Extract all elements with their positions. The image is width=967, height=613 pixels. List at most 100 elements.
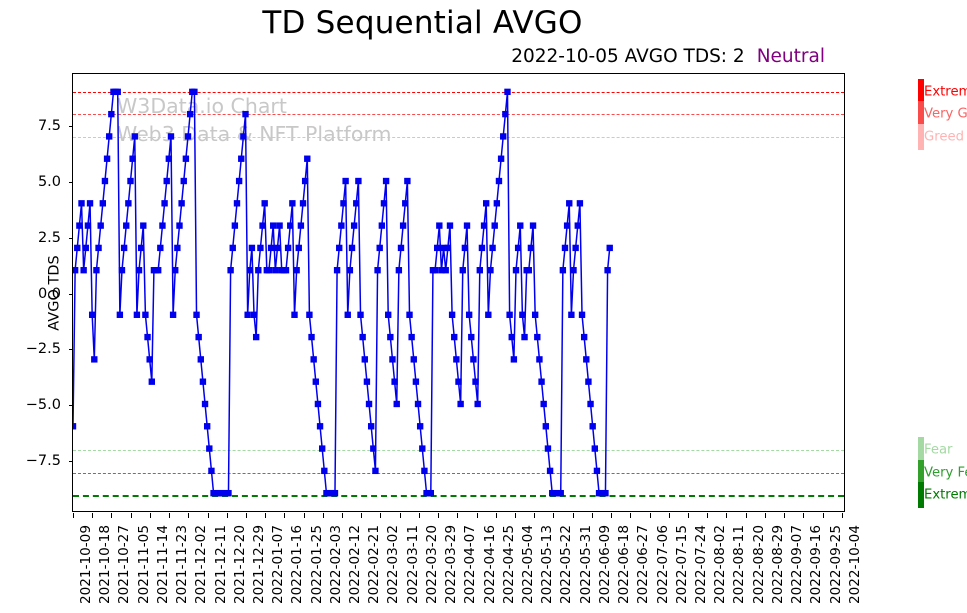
data-point (159, 222, 166, 229)
data-point (120, 244, 128, 252)
data-point (282, 267, 290, 274)
data-point (261, 200, 268, 207)
data-point (267, 244, 275, 252)
data-point (536, 356, 543, 363)
data-point (238, 155, 245, 162)
threshold-label-very-fear: Very Fear (924, 465, 967, 481)
data-point (487, 267, 494, 274)
data-point (299, 200, 307, 207)
data-point (419, 445, 426, 452)
threshold-label-greed: Greed (924, 129, 964, 145)
threshold-line-fear (73, 450, 844, 452)
data-point (308, 333, 315, 341)
threshold-swatch-fear (918, 437, 924, 464)
data-point (508, 333, 515, 341)
data-point (489, 244, 496, 252)
data-point (576, 200, 584, 207)
data-point (131, 133, 138, 140)
x-tick-label: 2022-04-16 (481, 525, 498, 605)
data-point (284, 244, 292, 252)
x-tick-label: 2022-03-29 (443, 525, 460, 605)
threshold-label-extreme-greed: Extreme Greed (924, 84, 967, 100)
data-point (73, 423, 77, 430)
subtitle-reading: 2022-10-05 AVGO TDS: 2 (511, 46, 745, 67)
x-tick-label: 2022-09-25 (827, 525, 844, 605)
data-point (444, 244, 452, 252)
data-point (276, 222, 283, 229)
x-tick-label: 2022-06-09 (596, 525, 613, 605)
data-point (331, 489, 339, 497)
data-point (146, 356, 153, 363)
data-point (321, 467, 328, 475)
data-point (176, 222, 183, 229)
x-tick-mark (745, 513, 747, 518)
data-point (414, 400, 422, 408)
data-point (157, 244, 164, 252)
x-tick-mark (611, 513, 613, 518)
data-point (195, 333, 202, 341)
x-tick-mark (591, 513, 593, 518)
data-point (442, 267, 449, 274)
threshold-swatch-extreme-fear (918, 482, 924, 509)
data-point (346, 267, 354, 274)
data-point (142, 311, 149, 318)
data-point (393, 400, 400, 408)
x-tick-label: 2022-01-16 (289, 525, 306, 605)
data-point (148, 378, 155, 385)
x-tick-mark (476, 513, 478, 518)
data-point (359, 333, 366, 341)
x-tick-mark (188, 513, 190, 518)
data-point (229, 244, 236, 252)
data-point (163, 177, 170, 185)
x-tick-mark (303, 513, 305, 518)
x-tick-mark (764, 513, 766, 518)
data-point (561, 244, 569, 252)
x-tick-mark (707, 513, 709, 518)
x-tick-label: 2022-03-11 (404, 525, 421, 605)
data-point (448, 311, 456, 318)
data-point (250, 311, 258, 318)
x-tick-label: 2022-09-16 (808, 525, 825, 605)
data-point (376, 244, 383, 252)
data-point (542, 423, 550, 430)
data-point (372, 467, 379, 475)
threshold-line-extreme-fear (73, 495, 844, 498)
y-tick-label: 5.0 (37, 173, 61, 190)
x-tick-mark (822, 513, 824, 518)
data-point (103, 155, 111, 162)
y-tick-mark (68, 293, 73, 295)
data-point (74, 244, 81, 252)
data-point (116, 311, 124, 318)
data-point (95, 244, 102, 252)
x-tick-label: 2022-02-21 (366, 525, 383, 605)
x-tick-mark (73, 513, 74, 518)
data-point (453, 356, 460, 363)
data-point (225, 489, 232, 497)
data-point (578, 311, 586, 318)
data-point (180, 177, 187, 185)
x-tick-mark (130, 513, 132, 518)
x-tick-label: 2022-03-20 (423, 525, 440, 605)
data-point (421, 467, 428, 475)
data-point (606, 244, 613, 252)
data-point (255, 267, 262, 274)
data-point (478, 244, 486, 252)
x-tick-label: 2022-02-12 (347, 525, 364, 605)
data-point (333, 267, 341, 274)
data-point (546, 467, 554, 475)
series-line (73, 91, 611, 494)
threshold-swatch-very-fear (918, 459, 924, 486)
data-point (319, 445, 326, 452)
data-point (531, 311, 539, 318)
y-tick-label: 2.5 (37, 229, 61, 246)
data-point (604, 267, 611, 274)
x-tick-label: 2022-08-20 (750, 525, 767, 605)
data-point (397, 244, 405, 252)
x-tick-label: 2021-11-05 (135, 525, 152, 605)
data-point (301, 177, 309, 185)
x-tick-mark (438, 513, 440, 518)
x-tick-label: 2021-10-27 (116, 525, 133, 605)
x-tick-label: 2022-07-15 (673, 525, 690, 605)
data-point (127, 177, 134, 185)
